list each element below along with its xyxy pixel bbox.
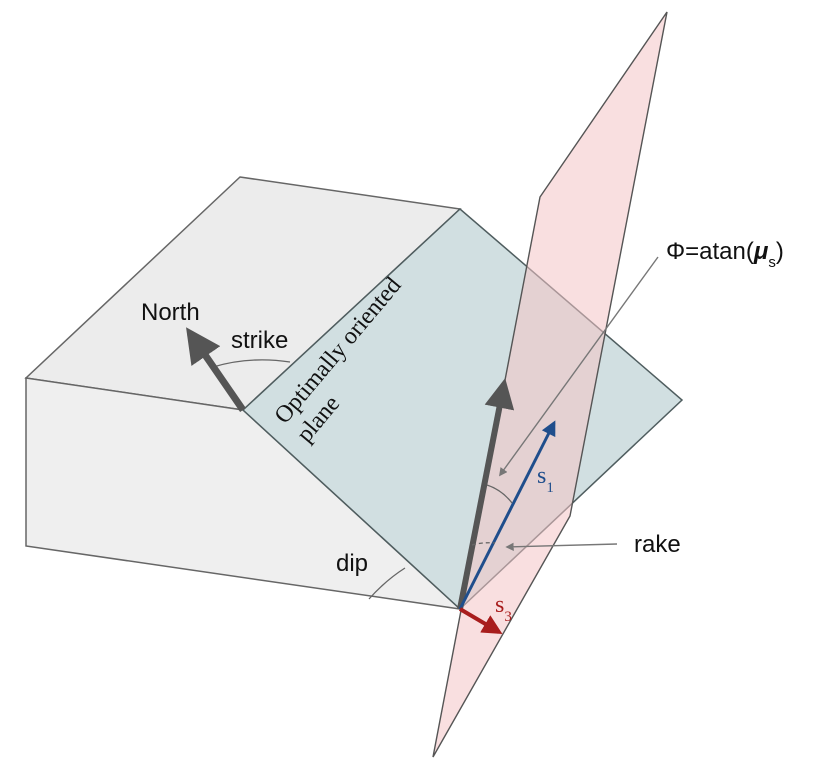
s1-main-text: s	[537, 463, 546, 489]
rake-leader-line	[505, 542, 618, 552]
north-arrow	[186, 327, 246, 412]
phi-prefix-text: Φ=atan(	[666, 238, 754, 265]
rake-label: rake	[634, 531, 681, 558]
phi-leader-line	[499, 256, 659, 477]
s3-arrow	[458, 607, 503, 635]
s1-label: s1	[537, 463, 554, 496]
slip-vector-arrow	[457, 378, 515, 610]
s1-arrow	[458, 420, 556, 610]
rock-block	[24, 176, 463, 611]
s3-label: s3	[495, 592, 512, 625]
s1-subscript: 1	[546, 480, 554, 496]
phi-angle-arc	[486, 484, 513, 504]
rake-angle-arc	[471, 542, 496, 546]
north-label: North	[141, 299, 200, 326]
dip-label: dip	[336, 550, 368, 577]
s3-main-text: s	[495, 592, 504, 618]
phi-subscript: s	[768, 254, 776, 271]
phi-mu-symbol: μ	[753, 238, 769, 265]
dip-angle-arc	[368, 567, 406, 600]
phi-label: Φ=atan(μs)	[666, 238, 784, 271]
s3-subscript: 3	[504, 609, 512, 625]
phi-suffix-text: )	[776, 238, 784, 265]
strike-label: strike	[231, 327, 288, 354]
